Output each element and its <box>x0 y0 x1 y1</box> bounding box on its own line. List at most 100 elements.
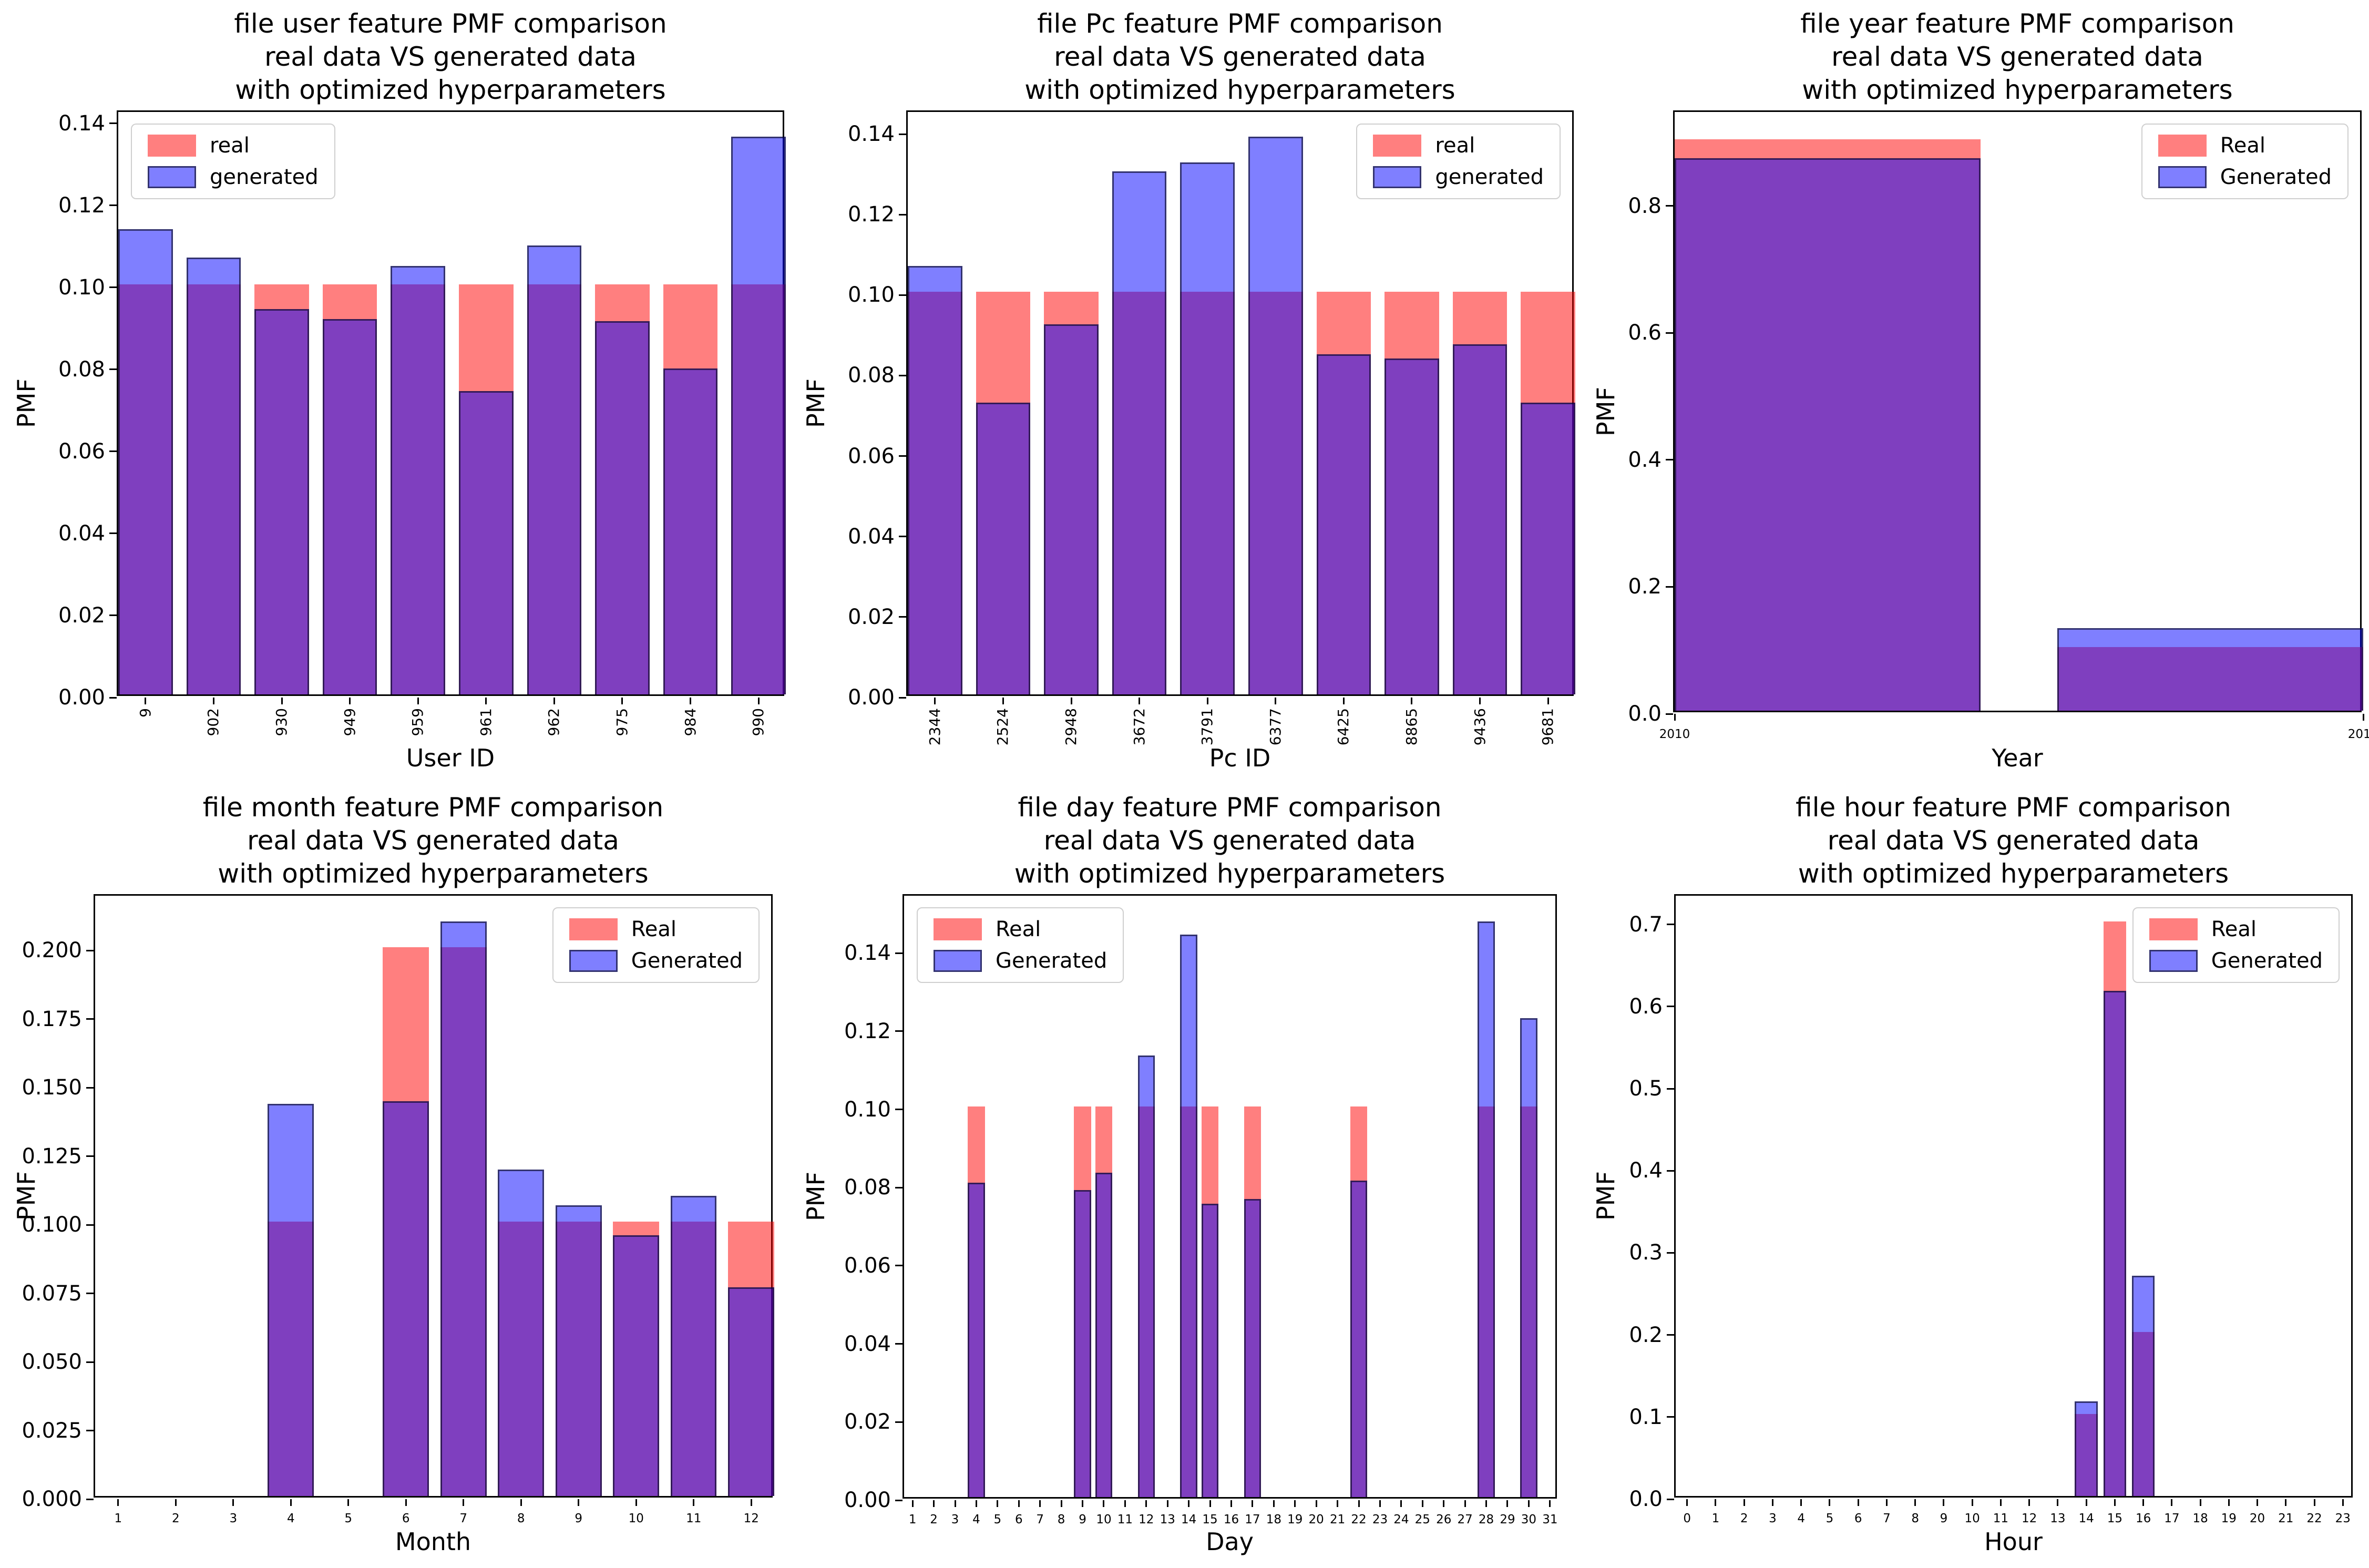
x-tick-label: 9 <box>1079 1513 1086 1526</box>
bar-generated <box>440 921 487 1496</box>
x-tick-label: 975 <box>613 708 631 736</box>
x-tick <box>1039 1500 1041 1507</box>
x-tick <box>2257 1499 2259 1506</box>
x-tick-label: 8 <box>517 1512 525 1525</box>
x-tick-label: 23 <box>1372 1513 1388 1526</box>
x-tick <box>290 1499 292 1506</box>
x-tick-label: 2 <box>1740 1512 1748 1525</box>
bar-generated <box>383 1101 429 1496</box>
x-axis-label: Hour <box>1984 1528 2043 1556</box>
x-tick <box>1139 698 1141 704</box>
bar-generated <box>391 265 446 694</box>
bar-generated <box>2131 1276 2155 1496</box>
x-tick <box>1800 1499 1802 1506</box>
x-tick <box>1082 1500 1084 1507</box>
x-tick <box>1479 698 1481 704</box>
x-tick <box>997 1500 999 1507</box>
y-tick-label: 0.100 <box>22 1213 82 1237</box>
legend-item: Generated <box>2158 166 2332 189</box>
chart-title: file hour feature PMF comparison real da… <box>1796 792 2231 889</box>
legend-label: Generated <box>2220 165 2332 189</box>
y-tick-label: 0.0 <box>1628 702 1662 726</box>
x-tick-label: 1 <box>114 1512 122 1525</box>
x-tick-label: 949 <box>341 708 358 736</box>
bar-generated <box>1095 1173 1113 1497</box>
x-tick <box>1342 698 1345 704</box>
x-tick <box>578 1499 580 1506</box>
y-axis-label: PMF <box>1592 386 1620 436</box>
legend-swatch-generated <box>1373 166 1422 188</box>
bar-generated <box>731 137 786 694</box>
y-tick-label: 0.200 <box>22 938 82 963</box>
x-tick-label: 10 <box>1096 1513 1112 1526</box>
x-tick-label: 930 <box>273 708 291 736</box>
y-tick <box>109 532 117 535</box>
x-tick <box>1686 1499 1688 1506</box>
y-tick <box>109 368 117 371</box>
x-tick <box>2171 1499 2173 1506</box>
legend-item: Generated <box>934 949 1107 972</box>
y-tick-label: 0.10 <box>58 275 105 300</box>
x-axis-label: User ID <box>406 744 495 772</box>
x-tick <box>347 1499 350 1506</box>
x-tick <box>1252 1500 1254 1507</box>
x-tick <box>621 698 623 704</box>
bar-generated <box>663 368 718 694</box>
x-tick <box>417 698 419 704</box>
y-tick-label: 0.075 <box>22 1281 82 1306</box>
x-tick-label: 27 <box>1457 1513 1473 1526</box>
bar-generated <box>728 1287 774 1496</box>
x-tick-label: 26 <box>1436 1513 1452 1526</box>
y-tick <box>109 286 117 289</box>
legend-swatch-real <box>148 135 196 157</box>
y-tick <box>895 1109 903 1111</box>
plot-area: 0.0 0.1 0.2 0.3 0.4 0.5 0.6 0.7 0 1 2 3 4 5 6 7 8 9 10 11 12… <box>1629 894 2353 1525</box>
y-tick <box>86 949 94 951</box>
x-tick <box>1771 1499 1773 1506</box>
x-tick-label: 7 <box>1036 1513 1044 1526</box>
plot-area: 0.00 0.02 0.04 0.06 0.08 0.10 0.12 0.14 1 2 3 4 5 6 7 8… <box>844 894 1557 1526</box>
x-tick-label: 2 <box>930 1513 938 1526</box>
x-tick <box>1914 1499 1916 1506</box>
x-tick-label: 20 <box>1308 1513 1324 1526</box>
x-tick-label: 7 <box>1883 1512 1891 1525</box>
bar-generated <box>1385 358 1439 694</box>
x-tick-label: 0 <box>1683 1512 1691 1525</box>
x-tick-label: 12 <box>1139 1513 1154 1526</box>
x-tick-label: 5 <box>344 1512 353 1525</box>
x-tick <box>349 698 351 704</box>
legend: Real Generated <box>2141 124 2349 199</box>
x-tick <box>463 1499 465 1506</box>
legend-item: Real <box>569 918 743 941</box>
x-tick-label: 9 <box>575 1512 583 1525</box>
x-tick <box>635 1499 637 1506</box>
x-tick <box>2114 1499 2116 1506</box>
legend: real generated <box>1356 124 1561 199</box>
y-tick <box>86 1361 94 1363</box>
y-tick <box>1666 205 1673 207</box>
bar-generated <box>1180 162 1235 694</box>
y-tick-label: 0.08 <box>844 1175 891 1200</box>
legend: real generated <box>131 124 335 199</box>
x-tick-label: 3 <box>1769 1512 1777 1525</box>
x-tick <box>232 1499 234 1506</box>
bar-generated <box>670 1195 717 1496</box>
legend-swatch-generated <box>148 166 196 188</box>
x-tick-label: 6377 <box>1266 708 1284 746</box>
x-tick <box>553 698 555 704</box>
x-tick <box>1400 1500 1402 1507</box>
x-tick <box>1145 1500 1147 1507</box>
x-tick <box>1549 1500 1551 1507</box>
x-tick-label: 9 <box>1940 1512 1948 1525</box>
legend-item: generated <box>1373 166 1544 189</box>
legend-item: Generated <box>2149 949 2323 972</box>
x-axis-label: Pc ID <box>1209 744 1271 772</box>
y-tick <box>1667 924 1674 926</box>
bar-generated <box>322 319 377 694</box>
legend-swatch-real <box>2158 135 2207 157</box>
y-tick <box>895 1499 903 1501</box>
legend-label: Generated <box>2211 949 2323 973</box>
subplot-pc: file Pc feature PMF comparison real data… <box>789 0 1579 784</box>
y-tick-label: 0.00 <box>847 685 895 710</box>
legend: Real Generated <box>2132 907 2340 983</box>
